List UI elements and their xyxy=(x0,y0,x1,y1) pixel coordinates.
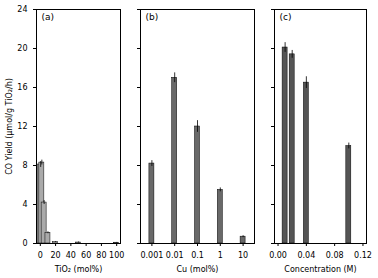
svg-text:10: 10 xyxy=(238,251,248,260)
svg-text:TiO₂ (mol%): TiO₂ (mol%) xyxy=(54,265,103,274)
svg-text:0: 0 xyxy=(38,251,43,260)
svg-text:(b): (b) xyxy=(146,12,159,22)
svg-text:Concentration (M): Concentration (M) xyxy=(284,265,356,274)
svg-text:40: 40 xyxy=(66,251,76,260)
svg-text:20: 20 xyxy=(17,44,27,53)
svg-text:0.00: 0.00 xyxy=(269,251,287,260)
svg-text:0.01: 0.01 xyxy=(166,251,184,260)
svg-text:60: 60 xyxy=(81,251,91,260)
svg-text:0: 0 xyxy=(22,239,27,248)
svg-text:100: 100 xyxy=(109,251,124,260)
svg-text:1: 1 xyxy=(218,251,223,260)
svg-text:CO Yield (μmol/g TiO₂/h): CO Yield (μmol/g TiO₂/h) xyxy=(5,78,14,175)
svg-text:(a): (a) xyxy=(42,12,55,22)
svg-text:0.04: 0.04 xyxy=(297,251,315,260)
svg-text:0.001: 0.001 xyxy=(140,251,163,260)
svg-text:4: 4 xyxy=(22,200,27,209)
svg-text:24: 24 xyxy=(17,5,27,14)
svg-text:0.12: 0.12 xyxy=(354,251,372,260)
svg-text:8: 8 xyxy=(22,161,27,170)
svg-text:16: 16 xyxy=(17,83,27,92)
svg-text:(c): (c) xyxy=(280,12,292,22)
svg-text:Cu (mol%): Cu (mol%) xyxy=(177,265,219,274)
svg-text:20: 20 xyxy=(50,251,60,260)
svg-text:12: 12 xyxy=(17,122,27,131)
svg-text:80: 80 xyxy=(96,251,106,260)
svg-text:0.1: 0.1 xyxy=(191,251,204,260)
svg-text:0.08: 0.08 xyxy=(326,251,344,260)
